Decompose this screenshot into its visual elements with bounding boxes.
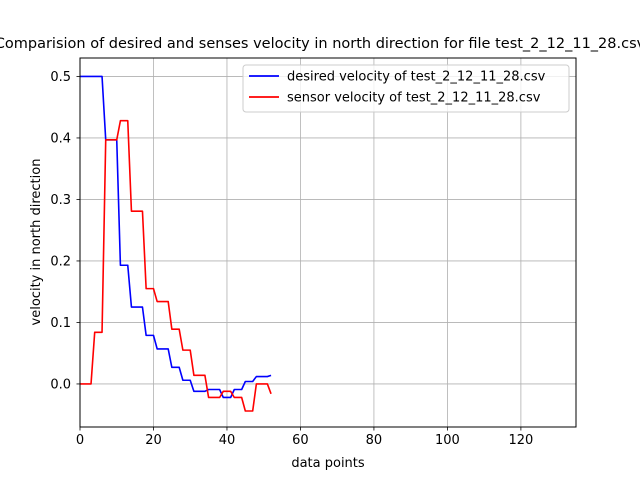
x-tick-label: 60 xyxy=(292,433,309,448)
axes-frame xyxy=(79,57,577,428)
ticks: 0 20 40 60 80 100 120 0.0 0.1 0.2 0.3 0.4 0.5 xyxy=(50,70,533,448)
y-tick-label: 0.4 xyxy=(50,131,71,146)
chart-title: Comparision of desired and senses veloci… xyxy=(0,36,640,52)
series-line-sensor xyxy=(80,119,272,412)
y-axis-label: velocity in north direction xyxy=(29,159,44,326)
legend-label-sensor: sensor velocity of test_2_12_11_28.csv xyxy=(287,91,541,106)
y-tick-label: 0.0 xyxy=(50,377,71,392)
grid xyxy=(79,58,576,427)
legend: desired velocity of test_2_12_11_28.csv … xyxy=(242,64,570,113)
x-tick-label: 40 xyxy=(219,433,236,448)
x-tick-label: 20 xyxy=(145,433,162,448)
y-tick-label: 0.3 xyxy=(50,193,71,208)
y-tick-label: 0.2 xyxy=(50,254,71,269)
x-tick-label: 100 xyxy=(435,433,460,448)
x-tick-label: 0 xyxy=(76,433,84,448)
y-tick-label: 0.5 xyxy=(50,70,71,85)
x-tick-label: 80 xyxy=(366,433,383,448)
legend-label-desired: desired velocity of test_2_12_11_28.csv xyxy=(287,70,546,85)
plot-area xyxy=(80,58,576,427)
legend-box xyxy=(242,64,570,113)
y-tick-label: 0.1 xyxy=(50,316,71,331)
series-layer xyxy=(80,75,272,412)
x-tick-label: 120 xyxy=(508,433,533,448)
x-axis-label: data points xyxy=(291,456,365,471)
